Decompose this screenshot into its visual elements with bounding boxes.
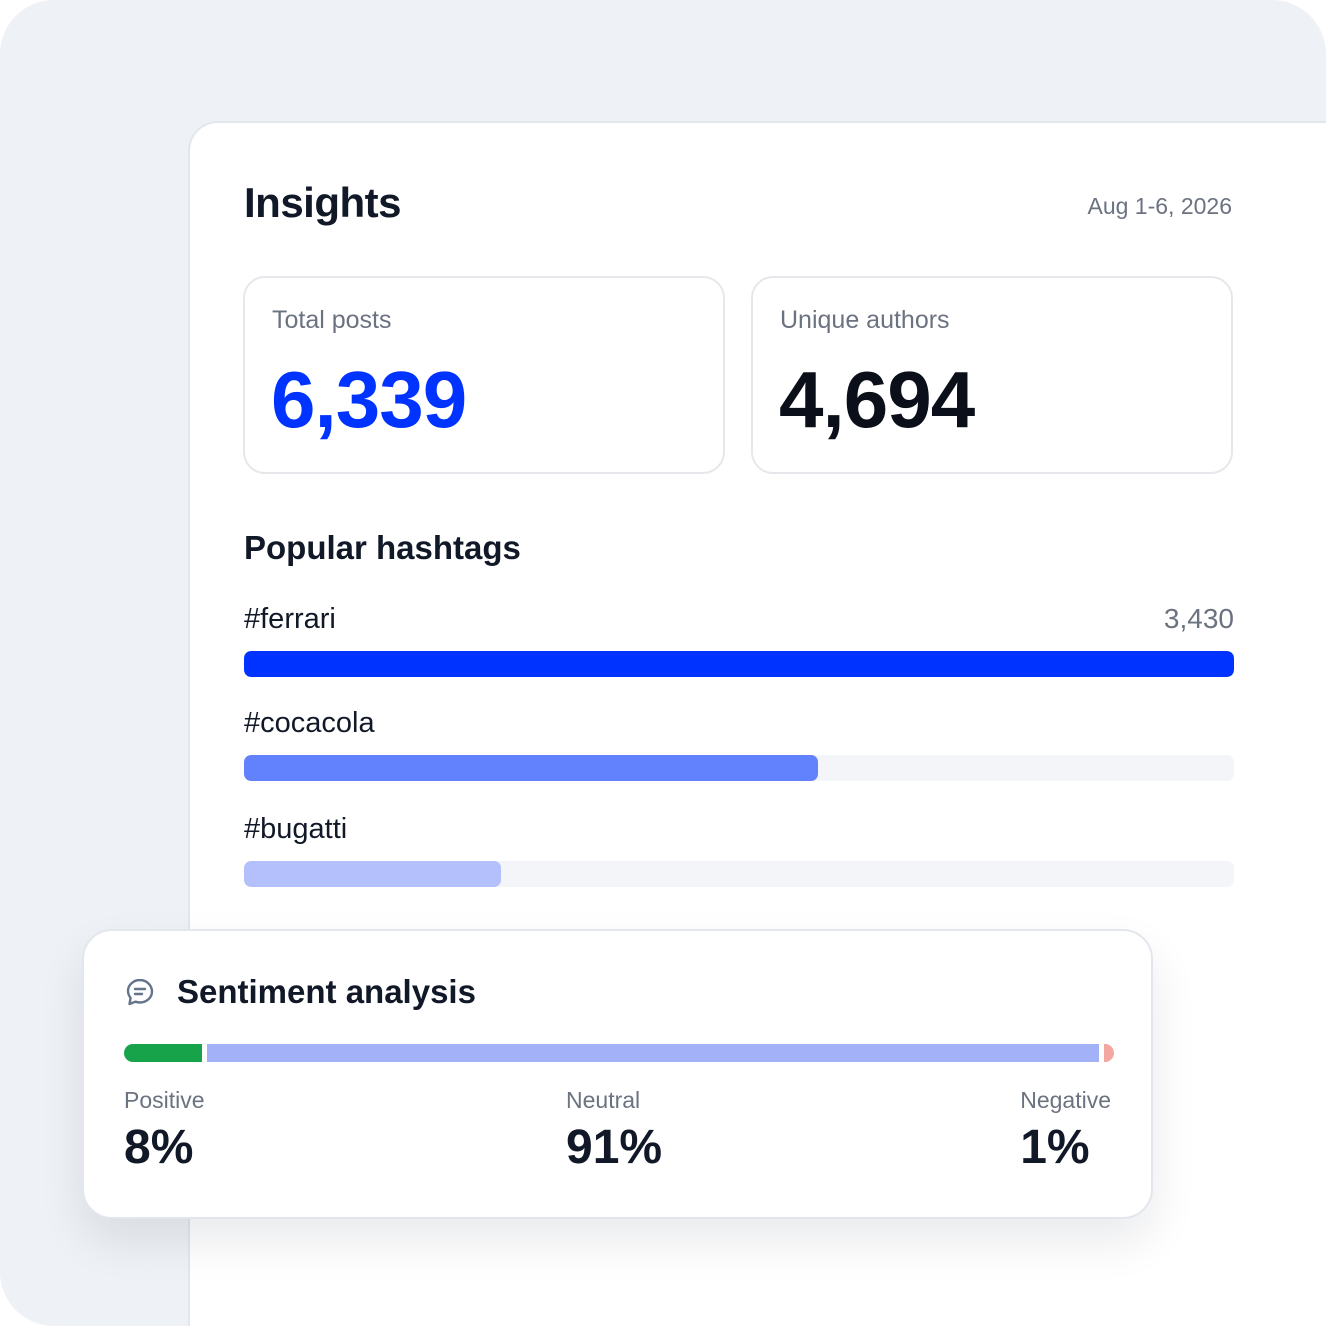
hashtag-bar-fill: [244, 651, 1234, 677]
positive-value: 8%: [124, 1121, 194, 1174]
positive-metric: Positive 8%: [124, 1087, 205, 1175]
sentiment-bar: [124, 1044, 1114, 1062]
negative-value: 1%: [1020, 1121, 1090, 1174]
hashtag-row-bugatti[interactable]: #bugatti: [244, 813, 1234, 903]
unique-authors-label: Unique authors: [780, 306, 950, 334]
hashtag-count: 3,430: [1163, 603, 1234, 634]
hashtag-bar-fill: [244, 861, 502, 887]
hashtag-bar-fill: [244, 755, 819, 781]
unique-authors-value: 4,694: [779, 355, 975, 444]
sentiment-card: Sentiment analysis Positive 8% Neutral 9…: [82, 929, 1153, 1219]
sentiment-title: Sentiment analysis: [177, 973, 476, 1010]
neutral-value: 91%: [566, 1121, 663, 1174]
negative-label: Negative: [1020, 1087, 1111, 1113]
hashtag-bar-track: [244, 651, 1234, 677]
unique-authors-card[interactable]: Unique authors 4,694: [751, 276, 1233, 474]
positive-label: Positive: [124, 1087, 205, 1113]
hashtag-name: #bugatti: [244, 813, 348, 845]
hashtag-bar-track: [244, 755, 1234, 781]
date-range[interactable]: Aug 1-6, 2026: [1087, 193, 1232, 219]
neutral-label: Neutral: [566, 1087, 641, 1113]
neutral-metric: Neutral 91%: [566, 1087, 662, 1175]
hashtag-bar-track: [244, 861, 1234, 887]
popular-hashtags-title: Popular hashtags: [244, 529, 521, 566]
hashtag-name: #ferrari: [244, 603, 336, 635]
total-posts-label: Total posts: [272, 306, 392, 334]
total-posts-value: 6,339: [271, 355, 467, 444]
hashtag-row-cocacola[interactable]: #cocacola: [244, 707, 1234, 797]
sentiment-segment-neutral: [207, 1044, 1100, 1062]
page-title: Insights: [244, 179, 402, 226]
hashtag-name: #cocacola: [244, 707, 375, 739]
hashtag-row-ferrari[interactable]: #ferrari 3,430: [244, 603, 1234, 693]
total-posts-card[interactable]: Total posts 6,339: [243, 276, 725, 474]
insights-panel: Insights Aug 1-6, 2026 Total posts 6,339…: [188, 121, 1326, 1326]
sentiment-segment-negative: [1104, 1044, 1114, 1062]
sentiment-segment-positive: [124, 1044, 203, 1062]
negative-metric: Negative 1%: [1020, 1087, 1111, 1175]
chat-bubble-icon: [124, 976, 156, 1008]
